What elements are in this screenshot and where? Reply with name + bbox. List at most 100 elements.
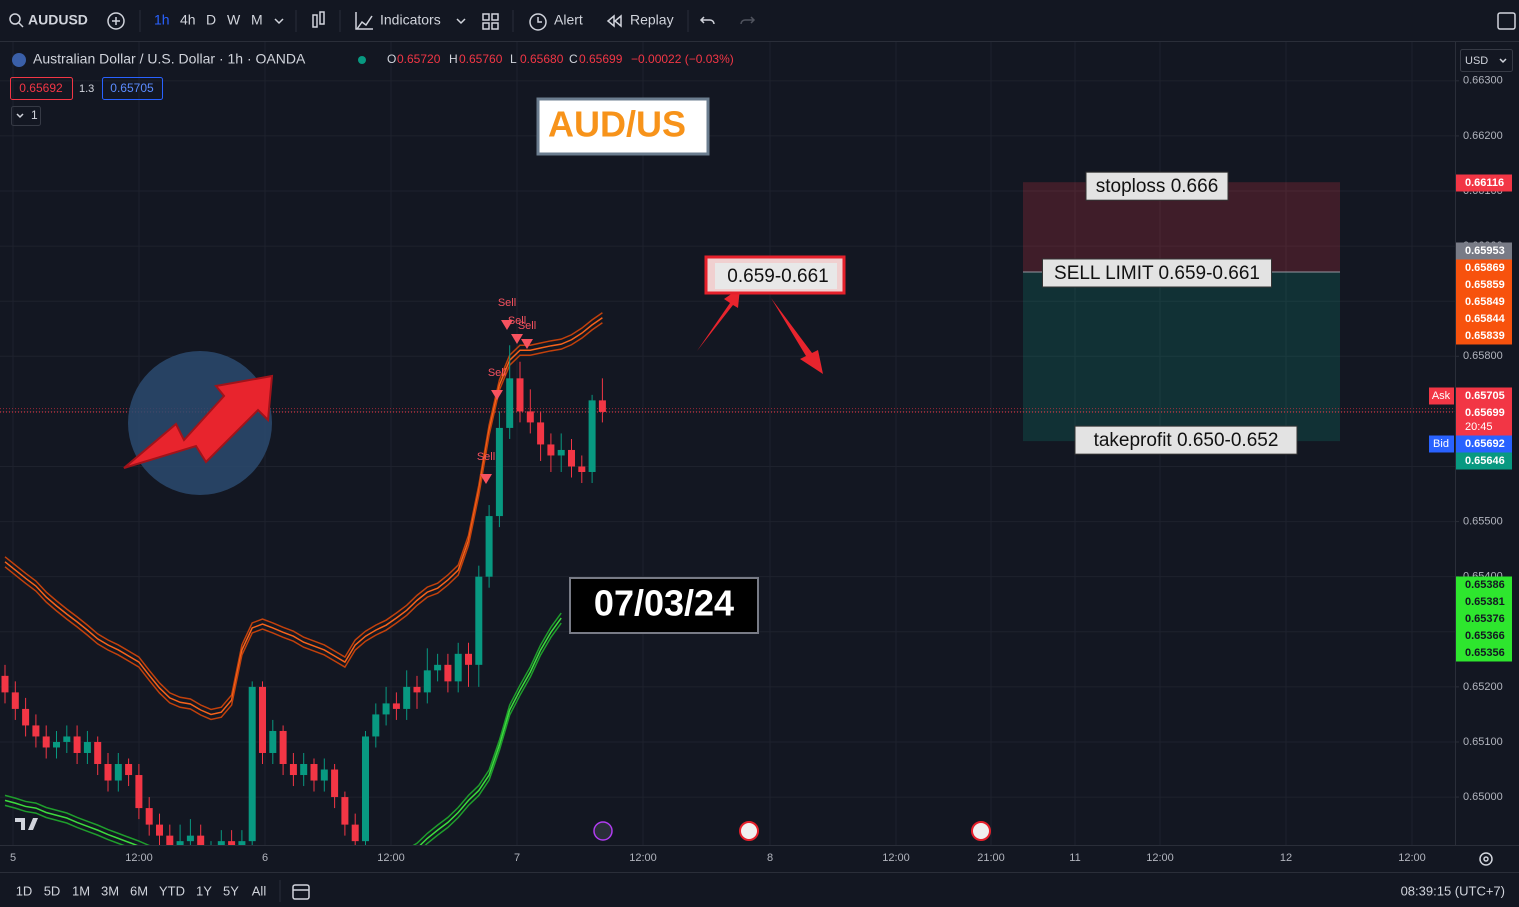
price-badge (1456, 593, 1512, 611)
sell-button[interactable] (10, 77, 73, 100)
range-button[interactable]: 5Y (223, 883, 239, 898)
price-badge (1456, 387, 1512, 405)
indicator-count[interactable]: 1 (31, 108, 38, 122)
x-tick-label: 12:00 (629, 852, 657, 864)
title-box-text: AUD/US (548, 104, 686, 145)
price-badge-tag (1429, 387, 1454, 405)
candle-body (392, 703, 400, 709)
event-icon[interactable] (593, 821, 613, 841)
date-range-icon[interactable] (292, 884, 310, 900)
interval-button[interactable]: 4h (180, 12, 196, 28)
ohlc-value: 0.65699 (579, 52, 623, 66)
event-icon[interactable] (739, 821, 759, 841)
replay-icon[interactable] (606, 14, 622, 28)
event-icon[interactable] (971, 821, 991, 841)
price-badge (1456, 644, 1512, 662)
price-badge-label: 0.65844 (1465, 313, 1506, 325)
range-button[interactable]: 3M (101, 883, 119, 898)
replay-button[interactable]: Replay (630, 12, 674, 28)
price-badge (1456, 293, 1512, 311)
undo[interactable] (699, 16, 715, 25)
candle-body (94, 741, 102, 765)
zone-text: 0.659-0.661 (727, 266, 828, 287)
toolbar (0, 0, 1519, 41)
indicators-button[interactable]: Indicators (380, 12, 441, 28)
sell-marker (521, 339, 533, 349)
candle-body (547, 444, 555, 456)
x-tick-label: 11 (1069, 852, 1080, 864)
alert-icon[interactable] (529, 13, 547, 31)
candle-body (32, 725, 40, 737)
candle-body (156, 824, 163, 836)
indicators-icon[interactable] (355, 12, 373, 30)
interval-button[interactable]: 1h (154, 12, 170, 28)
price-badge-label: 0.65356 (1465, 647, 1505, 659)
sell-marker (491, 390, 503, 400)
price-badge (1456, 259, 1512, 277)
symbol-flag (12, 53, 26, 67)
position-label-box (1074, 425, 1298, 455)
interval-menu[interactable] (274, 18, 284, 25)
layouts-icon[interactable] (482, 13, 499, 30)
interval-button[interactable]: W (227, 12, 241, 28)
x-tick-label: 7 (514, 852, 520, 864)
range-button[interactable]: 1M (72, 883, 90, 898)
indicators-toggle[interactable] (11, 106, 41, 126)
ohlc-value: 0.65680 (520, 52, 564, 66)
alert-button[interactable]: Alert (554, 12, 583, 28)
range-button[interactable]: 1D (16, 883, 33, 898)
range-button[interactable]: YTD (159, 883, 185, 898)
currency[interactable]: USD (1465, 55, 1488, 67)
add-symbol[interactable] (107, 12, 125, 30)
candle-body (588, 400, 596, 472)
sell-price[interactable]: 0.65692 (19, 81, 63, 95)
candle-body (434, 664, 442, 671)
price-badge (1456, 452, 1512, 470)
candle-body (413, 686, 421, 693)
redo[interactable] (740, 16, 756, 25)
price-badge (1456, 327, 1512, 345)
candle-body (83, 741, 91, 753)
price-badge-time: 20:45 (1465, 421, 1493, 433)
candle-body (310, 764, 318, 781)
chevron (16, 113, 24, 119)
price-badge-label: 0.65699 (1465, 407, 1505, 419)
price-badge (1456, 276, 1512, 294)
currency-select[interactable] (1460, 49, 1513, 72)
candle-body (238, 841, 246, 845)
candle-body (125, 764, 133, 776)
price-badge-label: 0.65859 (1465, 279, 1505, 291)
candle-body (217, 841, 225, 845)
candle-body (351, 824, 359, 842)
chart-type-icon[interactable] (312, 11, 325, 28)
interval-button[interactable]: M (251, 12, 263, 28)
range-button[interactable]: 1Y (196, 883, 212, 898)
lower-band (4, 612, 562, 845)
price-badge-label: 0.65839 (1465, 330, 1505, 342)
candle-body (11, 692, 19, 709)
search-icon[interactable] (9, 13, 24, 28)
range-button[interactable]: 6M (130, 883, 148, 898)
clock: 08:39:15 (UTC+7) (1401, 883, 1505, 898)
zone-arrow-down (771, 298, 823, 374)
x-tick-label: 12:00 (1146, 852, 1174, 864)
candle-body (279, 730, 287, 765)
position-label: takeprofit 0.650-0.652 (1094, 430, 1279, 451)
range-button[interactable]: All (252, 883, 267, 898)
candle-body (186, 835, 194, 842)
buy-price[interactable]: 0.65705 (110, 81, 154, 95)
interval-button[interactable]: D (206, 12, 216, 28)
buy-button[interactable] (102, 77, 163, 100)
candle-body (259, 686, 266, 753)
candle-body (526, 411, 534, 423)
candle-body (320, 769, 328, 781)
x-tick-label: 12:00 (377, 852, 405, 864)
candle-body (104, 764, 112, 781)
x-tick-label: 8 (767, 852, 773, 864)
price-badge-label: 0.65376 (1465, 613, 1505, 625)
time-settings[interactable] (1479, 852, 1493, 866)
symbol[interactable]: AUDUSD (28, 12, 88, 28)
fullscreen[interactable] (1497, 12, 1516, 30)
indicators-menu[interactable] (456, 18, 466, 25)
range-button[interactable]: 5D (44, 883, 61, 898)
